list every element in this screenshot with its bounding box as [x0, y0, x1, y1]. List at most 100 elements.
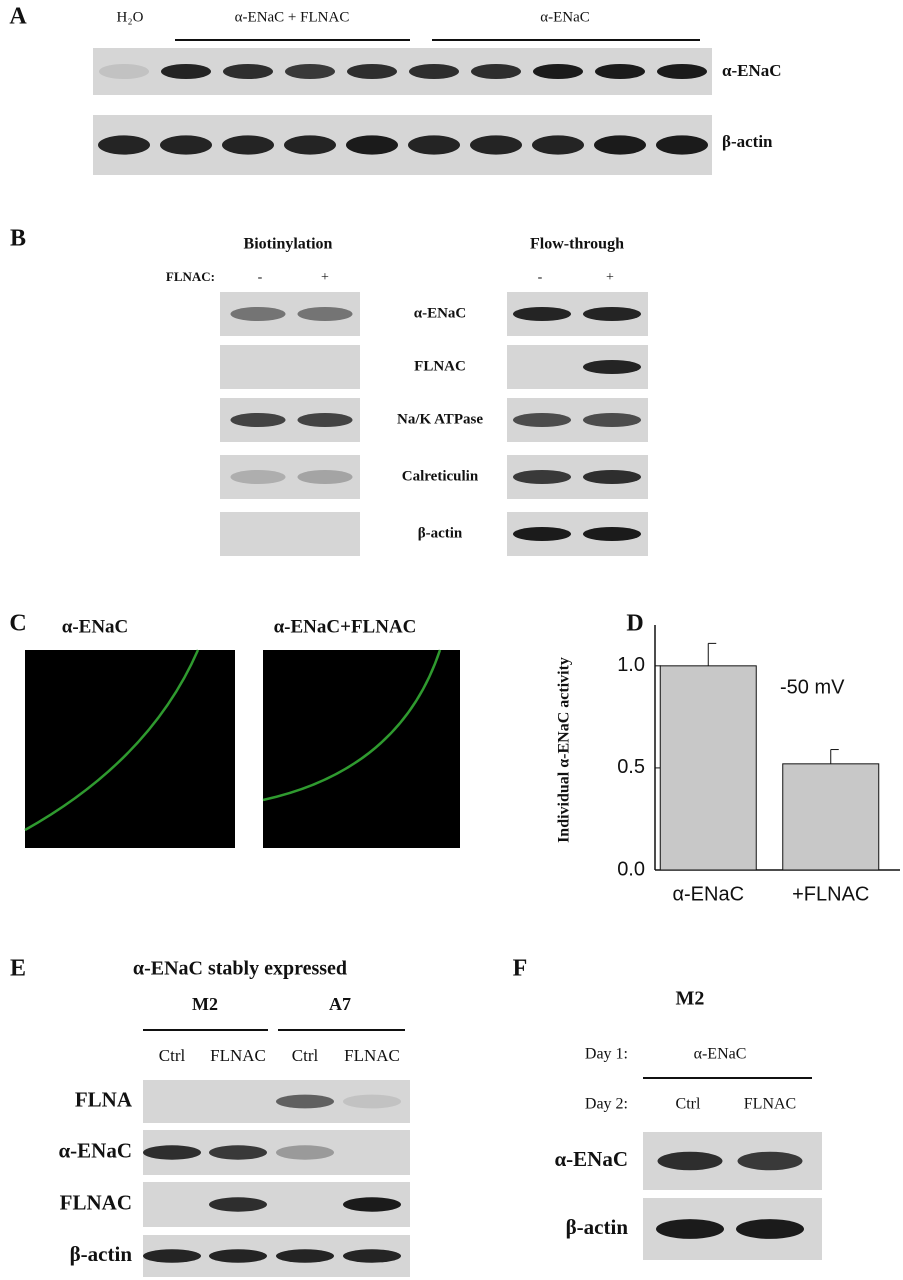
band	[513, 412, 571, 428]
label: Ctrl	[292, 1046, 319, 1065]
y-tick-label: 0.0	[617, 858, 645, 880]
label: +	[606, 270, 614, 285]
band	[276, 1249, 334, 1263]
band	[297, 306, 353, 322]
label: Na/K ATPase	[397, 411, 483, 427]
label: A	[9, 4, 27, 30]
band	[594, 135, 646, 155]
label: F	[513, 956, 528, 982]
band	[513, 469, 571, 485]
label: α-ENaC	[694, 1046, 747, 1063]
label: α-ENaC+FLNAC	[274, 616, 417, 637]
band	[276, 1145, 334, 1160]
annotation: -50 mV	[780, 676, 845, 698]
band	[513, 526, 571, 542]
band	[656, 135, 708, 155]
label: FLNAC	[744, 1096, 796, 1113]
band	[297, 412, 353, 428]
band	[532, 135, 584, 155]
label: Day 2:	[585, 1096, 628, 1113]
band	[209, 1197, 267, 1212]
label: Ctrl	[159, 1046, 186, 1065]
band	[583, 469, 641, 485]
band	[143, 1249, 201, 1263]
label: α-ENaC stably expressed	[133, 958, 347, 980]
band	[209, 1145, 267, 1160]
band	[595, 63, 645, 80]
band	[737, 1151, 803, 1171]
label: M2	[676, 988, 705, 1010]
label: FLNAC:	[166, 269, 215, 284]
label: -	[258, 270, 263, 285]
band	[583, 526, 641, 542]
label: β-actin	[566, 1215, 629, 1239]
membrane	[24, 649, 200, 832]
label: α-ENaC	[58, 1138, 132, 1162]
blot	[220, 455, 360, 499]
label: Day 1:	[585, 1046, 628, 1063]
y-tick-label: 1.0	[617, 654, 645, 676]
band	[513, 306, 571, 322]
band	[98, 135, 150, 155]
membrane	[262, 649, 442, 802]
band	[346, 135, 398, 155]
blot	[220, 345, 360, 389]
label: Ctrl	[676, 1096, 701, 1113]
label: C	[9, 611, 26, 637]
band	[656, 1219, 724, 1239]
band	[285, 63, 335, 80]
band	[297, 469, 353, 485]
label: α-ENaC + FLNAC	[235, 9, 350, 25]
band	[99, 63, 149, 80]
label: α-ENaC	[414, 305, 467, 321]
label: M2	[192, 994, 218, 1014]
y-tick-label: 0.5	[617, 756, 645, 778]
band	[230, 412, 286, 428]
band	[583, 306, 641, 322]
band	[223, 63, 273, 80]
band	[222, 135, 274, 155]
label: α-ENaC	[554, 1147, 628, 1171]
label: β-actin	[70, 1242, 133, 1266]
label: +	[321, 270, 329, 285]
label: Flow-through	[530, 236, 624, 253]
label: A7	[329, 994, 351, 1014]
band	[657, 1151, 723, 1171]
band	[409, 63, 459, 80]
band	[657, 63, 707, 80]
band	[533, 63, 583, 80]
micrograph	[263, 650, 460, 848]
band	[343, 1197, 401, 1212]
label: B	[10, 226, 26, 252]
label: Calreticulin	[402, 468, 479, 484]
band	[230, 469, 286, 485]
x-tick-label: +FLNAC	[792, 883, 869, 905]
band	[284, 135, 336, 155]
y-axis-label: Individual α-ENaC activity	[556, 657, 573, 843]
band	[408, 135, 460, 155]
band	[209, 1249, 267, 1263]
band	[583, 359, 641, 375]
band	[470, 135, 522, 155]
label: α-ENaC	[62, 616, 129, 637]
band	[736, 1219, 804, 1239]
label: α-ENaC	[722, 61, 782, 80]
band	[583, 412, 641, 428]
label: α-ENaC	[540, 9, 590, 25]
band	[347, 63, 397, 80]
band	[471, 63, 521, 80]
band	[343, 1094, 401, 1109]
label: β-actin	[722, 132, 773, 151]
bar	[659, 665, 757, 871]
band	[230, 306, 286, 322]
label: -	[538, 270, 543, 285]
label: D	[626, 611, 643, 637]
label: FLNA	[75, 1087, 133, 1111]
label: FLNAC	[210, 1046, 266, 1065]
label: H₂O	[117, 9, 144, 25]
band	[276, 1094, 334, 1109]
label: FLNAC	[60, 1190, 132, 1214]
label: β-actin	[418, 525, 463, 541]
band	[343, 1249, 401, 1263]
